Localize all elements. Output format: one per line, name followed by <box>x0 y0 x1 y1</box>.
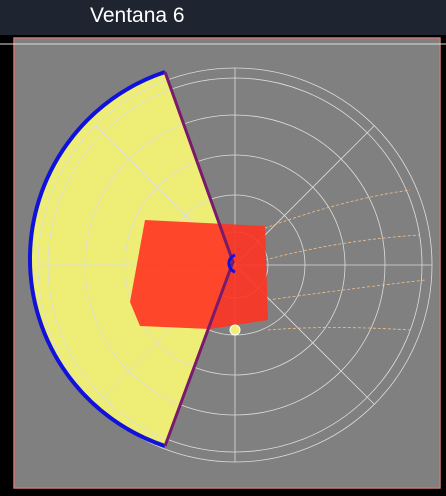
window-title: Ventana 6 <box>90 4 185 27</box>
window-plane <box>163 71 235 447</box>
center-marker <box>227 253 236 274</box>
shade-sector <box>29 72 234 446</box>
sun-paths <box>259 189 426 331</box>
sun-position <box>229 324 241 336</box>
window-projection <box>130 220 268 329</box>
azimuth-limit <box>28 70 166 448</box>
